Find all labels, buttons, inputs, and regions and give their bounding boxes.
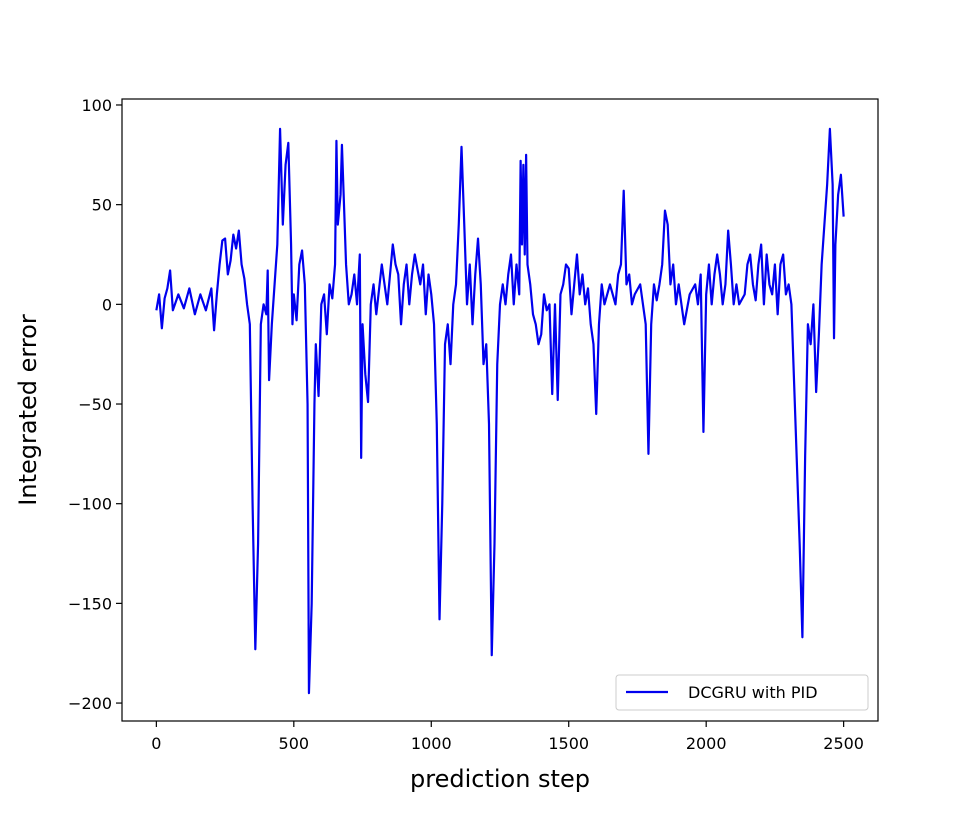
legend-box — [615, 674, 869, 711]
y-tick-label: −150 — [68, 594, 112, 613]
y-tick-label: −200 — [68, 694, 112, 713]
plot-frame — [121, 98, 879, 722]
x-tick-label: 2500 — [823, 734, 864, 753]
y-tick-label: 100 — [81, 96, 112, 115]
y-tick-label: 50 — [92, 196, 112, 215]
x-tick-label: 2000 — [686, 734, 727, 753]
legend-label: DCGRU with PID — [688, 683, 818, 702]
y-axis-label: Integrated error — [14, 314, 42, 506]
x-tick-label: 1500 — [548, 734, 589, 753]
data-line — [155, 127, 845, 695]
x-axis-label: prediction step — [410, 765, 590, 793]
x-tick-label: 0 — [151, 734, 161, 753]
y-tick-label: −50 — [78, 395, 112, 414]
x-tick-label: 500 — [279, 734, 310, 753]
y-tick-label: 0 — [102, 295, 112, 314]
x-tick-label: 1000 — [411, 734, 452, 753]
y-tick-label: −100 — [68, 495, 112, 514]
